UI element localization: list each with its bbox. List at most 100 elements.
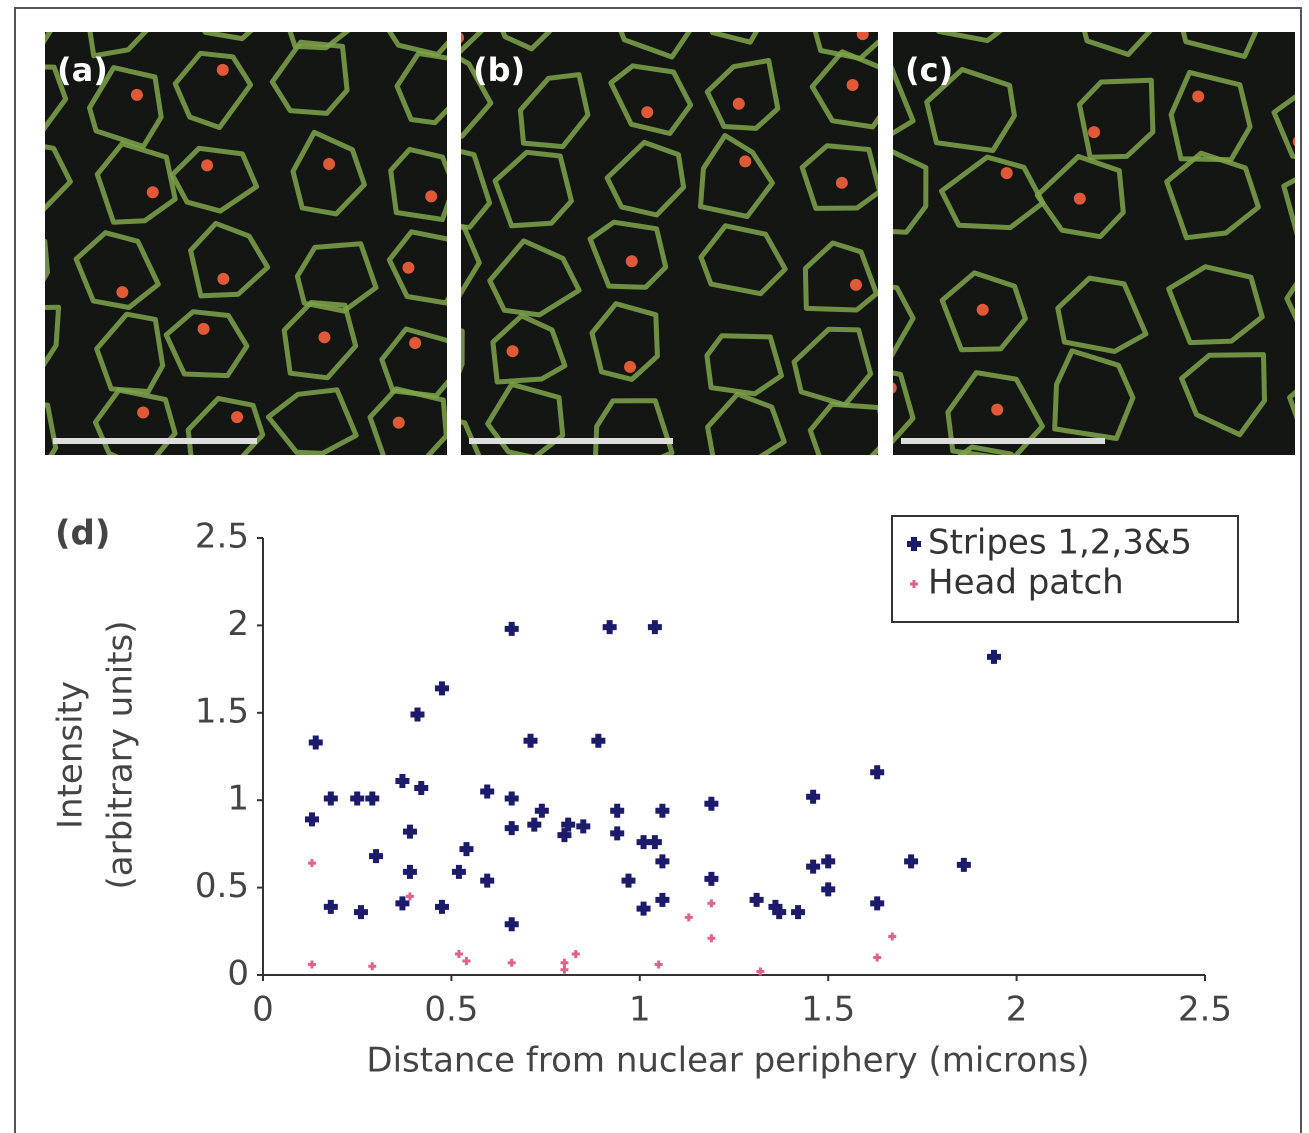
cell-outline <box>704 333 784 397</box>
point <box>414 780 429 795</box>
cell-outline <box>461 149 493 230</box>
cell-outline <box>163 309 250 379</box>
cell-outline <box>608 63 694 136</box>
point <box>647 620 662 635</box>
spot <box>137 406 150 419</box>
spot <box>732 97 745 110</box>
point <box>504 621 519 636</box>
point <box>791 905 806 920</box>
cell-outline <box>604 139 687 218</box>
cell-outline <box>45 144 73 212</box>
cell-outline <box>936 32 1003 44</box>
point <box>369 849 384 864</box>
point <box>956 857 971 872</box>
y-tick-label: 2 <box>227 604 249 644</box>
cell-outline <box>388 146 447 222</box>
point <box>368 962 377 971</box>
spot <box>116 286 129 299</box>
x-tick-label: 1.5 <box>801 990 855 1030</box>
cell-outline <box>698 133 775 219</box>
panel-label: (c) <box>905 51 953 89</box>
point <box>655 803 670 818</box>
cell-outline <box>500 32 553 52</box>
cell-outline <box>169 145 260 214</box>
point <box>704 871 719 886</box>
cell-outline <box>461 419 482 455</box>
spot <box>991 0 1003 7</box>
panel-label: (b) <box>473 51 525 89</box>
panel-label: (d) <box>55 514 110 554</box>
spot <box>197 322 210 335</box>
spot <box>1292 136 1295 147</box>
point <box>462 957 471 966</box>
cell-outline <box>172 50 254 130</box>
point <box>636 901 651 916</box>
cell-outline <box>957 444 1015 455</box>
point <box>527 817 542 832</box>
y-tick-label: 0 <box>227 954 249 994</box>
spot <box>846 79 859 92</box>
spot <box>217 272 230 285</box>
point <box>307 859 316 868</box>
legend-box <box>891 515 1239 623</box>
cell-outline <box>1284 281 1295 322</box>
point <box>560 965 569 974</box>
micrograph <box>893 0 1295 455</box>
point <box>772 905 787 920</box>
micrograph-bg <box>45 32 447 455</box>
point <box>707 934 716 943</box>
micrograph <box>461 32 878 455</box>
legend-marker <box>907 537 921 551</box>
cell-outline <box>287 32 351 51</box>
x-tick-label: 0.5 <box>424 990 478 1030</box>
cell-outline <box>281 300 359 381</box>
point <box>821 882 836 897</box>
cell-outline <box>265 387 359 455</box>
x-tick-label: 1 <box>629 990 651 1030</box>
point <box>749 892 764 907</box>
cell-outline <box>939 270 1028 353</box>
cell-outline <box>704 58 781 131</box>
cell-outline <box>939 154 1046 231</box>
point <box>504 821 519 836</box>
point <box>395 896 410 911</box>
point <box>806 789 821 804</box>
cell-outline <box>461 56 494 139</box>
cell-outline <box>893 149 929 235</box>
cell-outline <box>461 223 482 298</box>
point <box>353 905 368 920</box>
point <box>308 735 323 750</box>
point <box>707 899 716 908</box>
point <box>459 842 474 857</box>
point <box>480 784 495 799</box>
point <box>756 967 765 976</box>
point <box>561 817 576 832</box>
point <box>654 960 663 969</box>
cell-outline <box>705 391 787 455</box>
point <box>402 864 417 879</box>
point <box>904 854 919 869</box>
panel-label: (a) <box>57 51 108 89</box>
point <box>480 873 495 888</box>
cell-outline <box>386 229 447 306</box>
legend-label: Stripes 1,2,3&5 <box>928 523 1192 563</box>
x-axis-label: Distance from nuclear periphery (microns… <box>366 1041 1089 1081</box>
cell-outline <box>394 50 447 126</box>
spot <box>318 331 331 344</box>
point <box>621 873 636 888</box>
micrograph <box>45 32 447 455</box>
legend-marker <box>910 580 918 588</box>
cell-outline <box>1082 32 1153 57</box>
point <box>454 950 463 959</box>
spot <box>893 382 897 394</box>
point <box>870 765 885 780</box>
point <box>888 932 897 941</box>
cell-outline <box>1077 77 1156 160</box>
spot <box>231 411 244 424</box>
spot <box>201 159 214 172</box>
cell-outline <box>492 149 574 229</box>
point <box>655 892 670 907</box>
spot <box>624 360 637 373</box>
cell-outline <box>269 39 350 116</box>
cell-outline <box>517 72 591 150</box>
